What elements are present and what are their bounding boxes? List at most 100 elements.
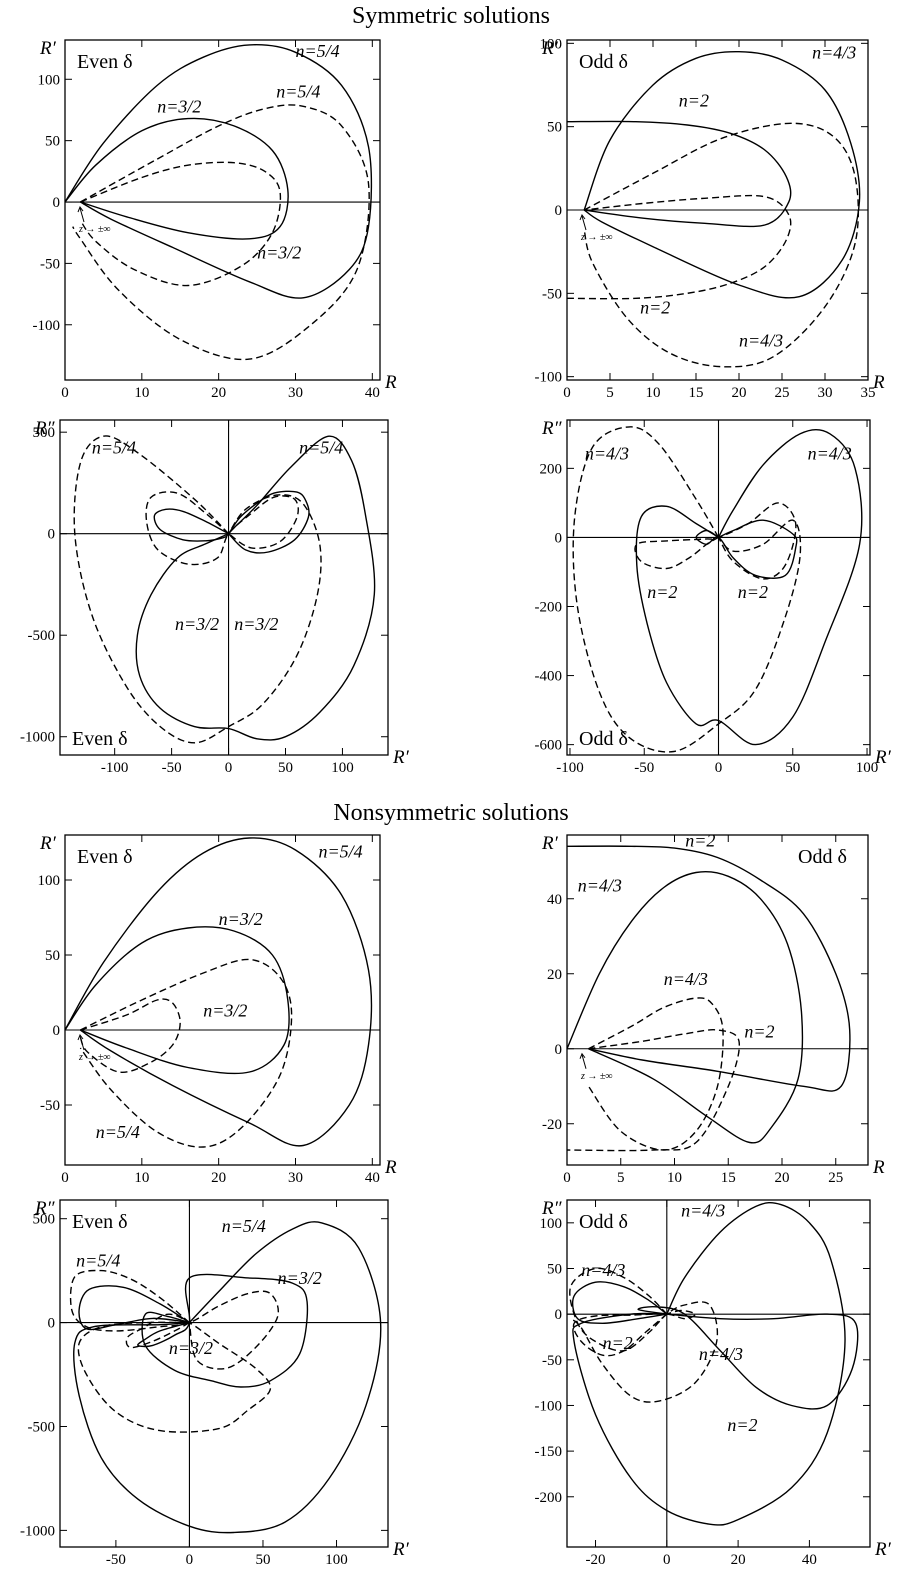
curve-label: n=2	[647, 582, 677, 602]
series-curve-dashed	[73, 435, 322, 744]
x-tick-label: 40	[802, 1552, 817, 1568]
y-tick-label: -1000	[20, 1523, 55, 1539]
y-tick-label: 0	[53, 195, 61, 211]
y-tick-label: 100	[540, 36, 563, 52]
x-tick-label: 10	[134, 1170, 149, 1186]
curve-label: n=3/2	[257, 242, 301, 262]
x-tick-label: 0	[186, 1552, 194, 1568]
series-curve-dashed	[572, 1309, 696, 1357]
x-axis-label: R′	[874, 1539, 892, 1560]
y-tick-label: -20	[542, 1117, 562, 1133]
panel-label: Odd δ	[798, 846, 847, 868]
asymptote-arrowhead	[579, 1052, 586, 1059]
panel-nonsymmetric-even-R: 0 10 20 30 40 -50 0 50 100 R R′ Even δ n=5/4 n=3/2 n=3…	[0, 825, 440, 1195]
chart-svg-p1: 0 10 20 30 40 -100 -50 0 50 100 R R′ Even δ n=5/4 n=3/…	[33, 38, 398, 401]
series-curve-solid	[64, 926, 290, 1075]
curve-label: n=2	[727, 1415, 757, 1435]
asymptote-arrowhead	[77, 206, 84, 213]
y-tick-label: 200	[540, 461, 563, 477]
x-axis-label: R	[872, 372, 885, 393]
asymptote-note: z → ±∞	[78, 224, 111, 235]
x-tick-label: 25	[828, 1170, 843, 1186]
panel-symmetric-even-Rprime: -100 -50 0 50 100 -1000 -500 0 500 R′ R″ Even δ n=5/…	[0, 405, 440, 785]
x-tick-label: 0	[225, 760, 233, 776]
y-tick-label: 50	[547, 120, 562, 136]
series-curve-dashed	[566, 194, 792, 300]
asymptote-arrow	[79, 1035, 85, 1051]
curve-label: n=4/3	[812, 42, 856, 62]
asymptote-arrowhead	[579, 213, 586, 221]
x-tick-label: 5	[617, 1170, 625, 1186]
plot-frame	[64, 834, 381, 1166]
y-tick-label: 0	[555, 1042, 563, 1058]
series-curve-dashed	[587, 997, 724, 1151]
y-tick-label: -100	[33, 318, 61, 334]
series-curve-solid	[637, 1305, 859, 1410]
y-tick-label: -400	[535, 669, 563, 685]
series-curve-dashed	[77, 1313, 272, 1433]
x-tick-label: 0	[61, 385, 69, 401]
series-curve-solid	[153, 490, 310, 554]
x-tick-label: 0	[563, 385, 571, 401]
x-tick-label: 10	[134, 385, 149, 401]
x-tick-label: -100	[101, 760, 129, 776]
x-tick-label: 0	[61, 1170, 69, 1186]
curve-label: n=4/3	[664, 969, 708, 989]
series-curve-solid	[571, 1281, 668, 1325]
x-tick-label: 100	[325, 1552, 348, 1568]
panel-symmetric-even-R: 0 10 20 30 40 -100 -50 0 50 100 R R′ Even δ n=5/4 n=3/…	[0, 30, 440, 401]
chart-svg-p4: -100 -50 0 50 100 -600 -400 -200 0 200 R′ R″ Odd δ n=…	[535, 418, 892, 776]
y-tick-label: 50	[45, 134, 60, 150]
curve-label: n=4/3	[585, 444, 629, 464]
y-tick-label: -200	[535, 1490, 563, 1506]
series-curve-solid	[583, 50, 861, 299]
x-tick-label: 100	[856, 760, 879, 776]
x-tick-label: -20	[586, 1552, 606, 1568]
asymptote-arrow	[79, 207, 85, 223]
x-tick-label: 40	[365, 1170, 380, 1186]
y-tick-label: -200	[535, 599, 563, 615]
x-tick-label: 20	[775, 1170, 790, 1186]
curve-label: n=2	[640, 297, 670, 317]
y-tick-label: -100	[535, 370, 563, 386]
series-curve-dashed	[79, 958, 293, 1148]
series-curve-dashed	[145, 491, 299, 566]
y-tick-label: -100	[535, 1398, 563, 1414]
nonsymmetric-title: Nonsymmetric solutions	[333, 800, 569, 826]
x-axis-label: R	[384, 372, 397, 393]
y-axis-label: R′	[39, 38, 57, 59]
panel-nonsymmetric-even-Rprime: -50 0 50 100 -1000 -500 0 500 R′ R″ Even δ n=5/4 n=5…	[0, 1195, 440, 1572]
y-tick-label: 0	[555, 203, 563, 219]
x-tick-label: 30	[288, 385, 303, 401]
x-tick-label: -50	[162, 760, 182, 776]
y-tick-label: 100	[540, 1216, 563, 1232]
series-curve-solid	[78, 1285, 190, 1331]
y-axis-label: R″	[34, 1198, 56, 1219]
y-tick-label: 0	[53, 1023, 61, 1039]
curve-label: n=5/4	[299, 438, 343, 458]
curve-label: n=2	[603, 1333, 633, 1353]
panel-nonsymmetric-odd-Rprime: -20 0 20 40 -200 -150 -100 -50 0 50 100 R′ R″ Odd δ n=…	[450, 1195, 902, 1572]
y-tick-label: -1000	[20, 730, 55, 746]
curve-label: n=2	[685, 830, 715, 850]
x-tick-label: 30	[288, 1170, 303, 1186]
curve-label: n=4/3	[808, 444, 852, 464]
y-tick-label: 50	[45, 948, 60, 964]
y-axis-label: R′	[541, 38, 559, 59]
x-tick-label: 30	[818, 385, 833, 401]
curve-label: n=5/4	[96, 1122, 140, 1142]
curve-label: n=5/4	[319, 842, 363, 862]
x-axis-label: R	[872, 1157, 885, 1178]
curve-label: n=5/4	[222, 1216, 266, 1236]
series-curve-dashed	[572, 426, 802, 753]
x-axis-label: R	[384, 1157, 397, 1178]
series-curve-solid	[572, 1202, 846, 1526]
curve-label: n=2	[738, 582, 768, 602]
chart-svg-p6: 0 5 10 15 20 25 -20 0 20 40 R R′ Odd δ n=2 n=4/3 n=4/3 n…	[541, 830, 885, 1186]
series-curve-solid	[64, 117, 289, 240]
x-tick-label: 5	[606, 385, 614, 401]
plot-frame	[566, 834, 869, 1166]
curve-label: n=3/2	[203, 1001, 247, 1021]
